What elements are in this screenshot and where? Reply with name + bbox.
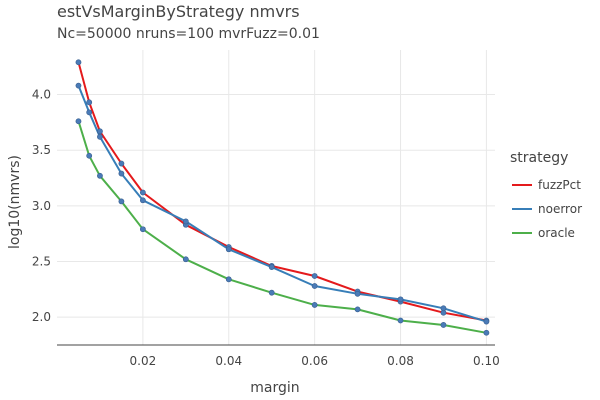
series-line-noerror xyxy=(77,85,487,323)
data-point-noerror xyxy=(440,305,447,312)
data-point-fuzzPct xyxy=(75,59,82,66)
x-tick-label: 0.04 xyxy=(215,354,242,368)
data-point-oracle xyxy=(75,118,82,125)
data-point-noerror xyxy=(118,170,125,177)
data-point-oracle xyxy=(311,302,318,308)
x-tick-label: 0.10 xyxy=(473,354,500,368)
chart-title: estVsMarginByStrategy nmvrs xyxy=(57,2,300,21)
data-point-oracle xyxy=(483,329,490,336)
data-point-noerror xyxy=(182,218,189,225)
data-point-oracle xyxy=(354,306,361,313)
series-lines xyxy=(77,61,487,334)
data-point-oracle xyxy=(118,198,125,205)
data-point-noerror xyxy=(354,290,361,297)
data-point-noerror xyxy=(86,109,93,116)
data-point-fuzzPct xyxy=(118,160,125,167)
y-tick-label: 3.0 xyxy=(32,199,51,213)
legend-title: strategy xyxy=(510,150,568,166)
data-point-oracle xyxy=(397,317,404,324)
y-tick-label: 4.0 xyxy=(32,88,51,102)
legend-label-oracle: oracle xyxy=(538,226,575,240)
y-tick-label: 3.5 xyxy=(32,143,51,157)
data-point-noerror xyxy=(139,197,146,204)
y-tick-label: 2.5 xyxy=(32,255,51,269)
legend-label-fuzzPct: fuzzPct xyxy=(538,178,581,192)
data-point-noerror xyxy=(268,264,275,270)
x-axis-title: margin xyxy=(250,380,299,396)
data-point-oracle xyxy=(225,276,232,283)
x-tick-label: 0.06 xyxy=(301,354,328,368)
series-markers xyxy=(75,59,490,336)
series-line-fuzzPct xyxy=(77,61,487,322)
data-point-fuzzPct xyxy=(97,128,103,135)
data-point-oracle xyxy=(139,226,146,233)
data-point-fuzzPct xyxy=(139,189,146,196)
data-point-oracle xyxy=(182,256,189,263)
data-point-oracle xyxy=(268,289,275,296)
data-point-oracle xyxy=(86,152,93,159)
data-point-fuzzPct xyxy=(86,99,93,106)
grid xyxy=(57,50,495,346)
data-point-noerror xyxy=(397,296,404,303)
y-axis-ticks: 2.0 2.5 3.0 3.5 4.0 xyxy=(32,88,51,325)
y-tick-label: 2.0 xyxy=(32,310,51,324)
legend-label-noerror: noerror xyxy=(538,202,582,216)
data-point-noerror xyxy=(483,318,490,325)
data-point-noerror xyxy=(97,133,103,140)
data-point-noerror xyxy=(225,246,232,253)
x-axis-ticks: 0.02 0.04 0.06 0.08 0.10 xyxy=(130,354,500,368)
data-point-noerror xyxy=(311,283,318,289)
series-line-oracle xyxy=(77,120,487,334)
chart-subtitle: Nc=50000 nruns=100 mvrFuzz=0.01 xyxy=(57,26,320,42)
x-tick-label: 0.02 xyxy=(130,354,157,368)
legend: strategy fuzzPct noerror oracle xyxy=(510,150,582,240)
data-point-fuzzPct xyxy=(311,273,318,279)
x-tick-label: 0.08 xyxy=(387,354,414,368)
y-axis-title: log10(nmvrs) xyxy=(7,155,23,249)
data-point-oracle xyxy=(440,322,447,328)
data-point-oracle xyxy=(97,172,103,179)
data-point-noerror xyxy=(75,82,82,89)
